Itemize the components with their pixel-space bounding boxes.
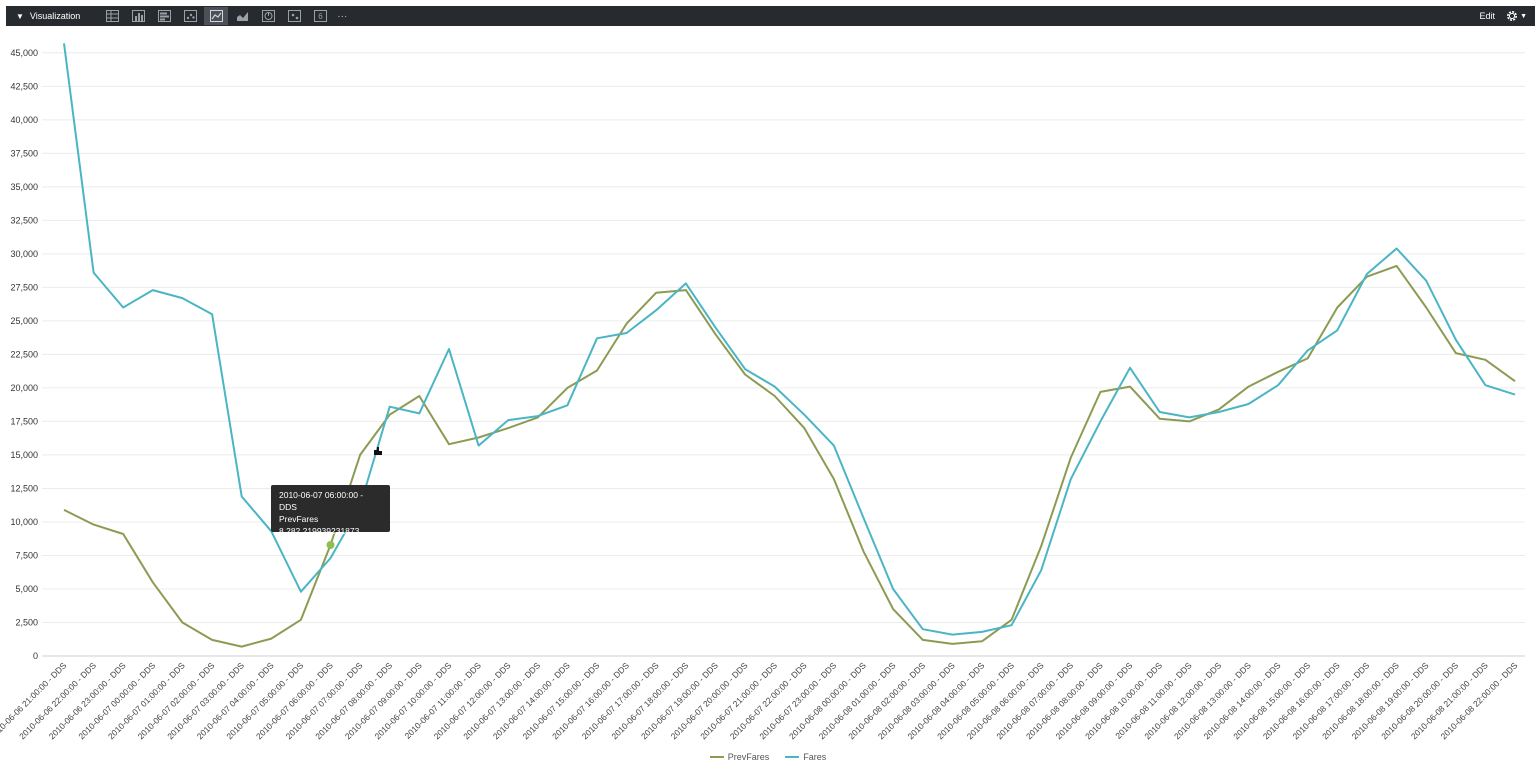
legend-label: Fares bbox=[803, 752, 827, 762]
settings-menu-button[interactable]: ▼ bbox=[1505, 9, 1527, 23]
y-axis: 0 2,500 5,000 7,500 10,000 12,500 15,000 17,500… bbox=[10, 48, 38, 661]
line-chart-icon bbox=[209, 10, 223, 22]
hovered-data-point[interactable] bbox=[326, 540, 335, 549]
y-tick-label: 7,500 bbox=[15, 550, 38, 560]
svg-text:6: 6 bbox=[318, 12, 323, 21]
y-tick-label: 27,500 bbox=[10, 282, 38, 292]
legend-item-prevfares[interactable]: PrevFares bbox=[709, 752, 770, 762]
y-tick-label: 42,500 bbox=[10, 81, 38, 91]
area-chart-button[interactable] bbox=[230, 7, 254, 25]
visualization-header: ▼ Visualization 6 ··· Edit bbox=[6, 6, 1535, 26]
area-chart-icon bbox=[236, 12, 248, 21]
pie-chart-icon bbox=[261, 10, 275, 22]
map-icon bbox=[287, 10, 301, 22]
single-value-icon: 6 bbox=[313, 10, 327, 22]
y-tick-label: 2,500 bbox=[15, 617, 38, 627]
y-tick-label: 12,500 bbox=[10, 483, 38, 493]
y-tick-label: 30,000 bbox=[10, 249, 38, 259]
series-line-prevfares[interactable] bbox=[63, 264, 1516, 648]
chevron-down-icon: ▼ bbox=[1520, 12, 1527, 20]
table-icon bbox=[105, 10, 119, 22]
scatter-chart-icon bbox=[183, 10, 197, 22]
legend-swatch bbox=[785, 756, 800, 758]
scatter-chart-button[interactable] bbox=[178, 7, 202, 25]
edit-button[interactable]: Edit bbox=[1479, 11, 1495, 21]
chart-legend: PrevFares Fares bbox=[0, 752, 1536, 762]
gear-icon bbox=[1507, 11, 1518, 21]
bar-chart-button[interactable] bbox=[152, 7, 176, 25]
y-tick-label: 37,500 bbox=[10, 148, 38, 158]
chart-series bbox=[63, 43, 1516, 648]
series-line-fares[interactable] bbox=[63, 43, 1516, 636]
table-chart-button[interactable] bbox=[100, 7, 124, 25]
pie-chart-button[interactable] bbox=[256, 7, 280, 25]
chart-tooltip: 2010-06-07 06:00:00 - DDS PrevFares 8,28… bbox=[271, 485, 390, 536]
y-tick-label: 15,000 bbox=[10, 450, 38, 460]
visualization-type-toolbar: 6 ··· bbox=[100, 6, 347, 26]
y-tick-label: 25,000 bbox=[10, 316, 38, 326]
pointer-cursor-icon bbox=[374, 447, 382, 455]
y-tick-label: 40,000 bbox=[10, 115, 38, 125]
y-tick-label: 35,000 bbox=[10, 182, 38, 192]
tooltip-time: 2010-06-07 06:00:00 - DDS bbox=[279, 490, 364, 512]
column-chart-icon bbox=[131, 10, 145, 22]
y-tick-label: 0 bbox=[33, 651, 38, 661]
visualization-title[interactable]: Visualization bbox=[29, 11, 81, 21]
chart-grid bbox=[42, 52, 1525, 657]
tooltip-value: 8,282.219939231873 bbox=[279, 526, 360, 536]
line-chart: 0 2,500 5,000 7,500 10,000 12,500 15,000 17,500… bbox=[0, 43, 1525, 741]
y-tick-label: 17,500 bbox=[10, 416, 38, 426]
collapse-triangle-icon[interactable]: ▼ bbox=[16, 11, 24, 21]
y-tick-label: 20,000 bbox=[10, 383, 38, 393]
single-value-button[interactable]: 6 bbox=[308, 7, 332, 25]
y-tick-label: 45,000 bbox=[10, 48, 38, 58]
y-tick-label: 32,500 bbox=[10, 215, 38, 225]
map-chart-button[interactable] bbox=[282, 7, 306, 25]
y-tick-label: 5,000 bbox=[15, 584, 38, 594]
line-chart-button[interactable] bbox=[204, 7, 229, 25]
legend-label: PrevFares bbox=[727, 752, 770, 762]
tooltip-series: PrevFares bbox=[279, 514, 319, 524]
y-tick-label: 22,500 bbox=[10, 349, 38, 359]
bar-chart-icon bbox=[157, 10, 171, 22]
column-chart-button[interactable] bbox=[126, 7, 150, 25]
legend-swatch bbox=[709, 756, 724, 758]
y-tick-label: 10,000 bbox=[10, 517, 38, 527]
legend-item-fares[interactable]: Fares bbox=[785, 752, 826, 762]
more-options-button[interactable]: ··· bbox=[337, 10, 348, 22]
